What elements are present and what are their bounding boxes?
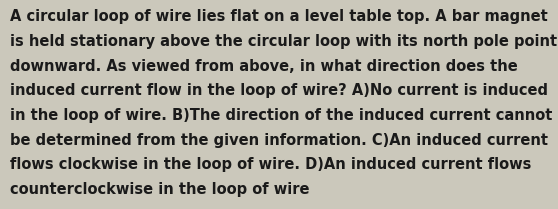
- Text: is held stationary above the circular loop with its north pole point: is held stationary above the circular lo…: [10, 34, 557, 49]
- Text: A circular loop of wire lies flat on a level table top. A bar magnet: A circular loop of wire lies flat on a l…: [10, 9, 548, 24]
- Text: be determined from the given information. C)An induced current: be determined from the given information…: [10, 133, 548, 148]
- Text: downward. As viewed from above, in what direction does the: downward. As viewed from above, in what …: [10, 59, 518, 74]
- Text: flows clockwise in the loop of wire. D)An induced current flows: flows clockwise in the loop of wire. D)A…: [10, 157, 531, 172]
- Text: counterclockwise in the loop of wire: counterclockwise in the loop of wire: [10, 182, 310, 197]
- Text: in the loop of wire. B)The direction of the induced current cannot: in the loop of wire. B)The direction of …: [10, 108, 552, 123]
- Text: induced current flow in the loop of wire? A)No current is induced: induced current flow in the loop of wire…: [10, 83, 548, 98]
